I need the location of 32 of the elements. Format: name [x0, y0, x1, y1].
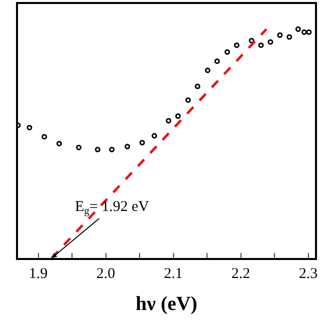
- point: [152, 133, 158, 139]
- x-tick-label: 1.9: [28, 266, 48, 282]
- point: [56, 140, 62, 146]
- point: [258, 42, 264, 48]
- point: [109, 146, 115, 152]
- point: [26, 124, 32, 130]
- point: [139, 140, 145, 146]
- x-tick-label: 2.0: [96, 266, 116, 282]
- point: [277, 32, 283, 38]
- point: [268, 39, 274, 45]
- point: [76, 144, 82, 150]
- x-tick-label: 2.2: [231, 266, 250, 282]
- point: [94, 146, 100, 152]
- point: [42, 134, 48, 140]
- point: [204, 68, 210, 74]
- point: [295, 26, 301, 32]
- point: [175, 113, 181, 119]
- point: [185, 97, 191, 103]
- point: [286, 34, 292, 40]
- x-axis-title: hν (eV): [136, 293, 198, 315]
- point: [214, 58, 220, 64]
- point: [224, 49, 230, 55]
- point: [124, 144, 130, 150]
- x-tick-label: 2.3: [298, 266, 318, 282]
- point: [194, 84, 200, 90]
- point: [234, 42, 240, 48]
- point: [301, 29, 307, 35]
- point: [306, 29, 312, 35]
- point: [248, 38, 254, 44]
- point: [166, 118, 172, 124]
- x-tick-label: 2.1: [164, 266, 183, 282]
- annotation: E$_{g}$= 1.92 eV: [75, 199, 150, 218]
